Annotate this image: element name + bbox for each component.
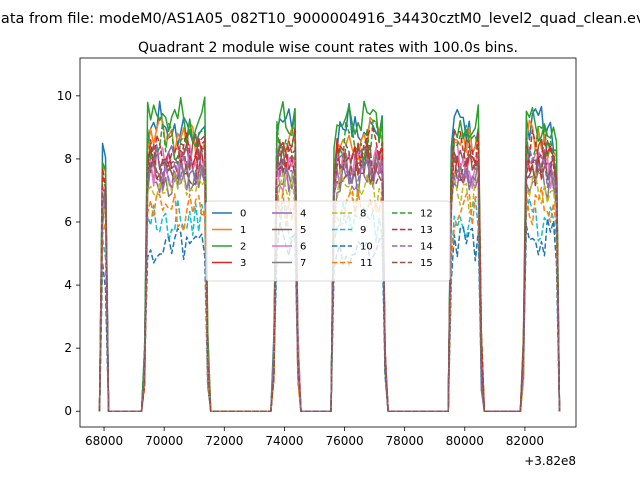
legend-label-15: 15: [420, 258, 433, 269]
legend-label-0: 0: [240, 209, 246, 220]
x-offset-label: +3.82e8: [524, 454, 576, 468]
legend-label-11: 11: [360, 258, 373, 269]
legend-label-1: 1: [240, 225, 246, 236]
legend-label-2: 2: [240, 242, 246, 253]
legend-label-6: 6: [300, 242, 306, 253]
x-tick-label: 70000: [145, 434, 183, 448]
x-tick-label: 78000: [386, 434, 424, 448]
series-line-15: [98, 135, 561, 412]
legend-label-4: 4: [300, 209, 306, 220]
legend-label-7: 7: [300, 258, 306, 269]
legend-label-3: 3: [240, 258, 246, 269]
x-tick-label: 76000: [325, 434, 363, 448]
x-tick-label: 74000: [265, 434, 303, 448]
legend-label-12: 12: [420, 209, 433, 220]
axes-frame: [79, 57, 577, 428]
legend-label-9: 9: [360, 225, 366, 236]
x-tick-label: 72000: [205, 434, 243, 448]
y-tick-label: 2: [64, 341, 72, 355]
chart-title: Quadrant 2 module wise count rates with …: [138, 40, 518, 56]
x-tick-label: 80000: [446, 434, 484, 448]
legend-box: [205, 200, 451, 282]
y-tick-label: 4: [64, 278, 72, 292]
figure-suptitle: Data from file: modeM0/AS1A05_082T10_900…: [0, 11, 640, 27]
legend-label-5: 5: [300, 225, 306, 236]
legend-label-14: 14: [420, 242, 433, 253]
x-tick-label: 82000: [506, 434, 544, 448]
y-tick-label: 10: [57, 89, 72, 103]
series-group: [98, 96, 561, 412]
legend-label-13: 13: [420, 225, 433, 236]
plot-area: 68000 70000 72000 74000 76000 78000 80000 82000…: [57, 57, 577, 468]
legend-label-8: 8: [360, 209, 366, 220]
y-tick-label: 8: [64, 152, 72, 166]
y-tick-label: 6: [64, 215, 72, 229]
y-tick-label: 0: [64, 404, 72, 418]
legend-label-10: 10: [360, 242, 373, 253]
x-tick-label: 68000: [85, 434, 123, 448]
